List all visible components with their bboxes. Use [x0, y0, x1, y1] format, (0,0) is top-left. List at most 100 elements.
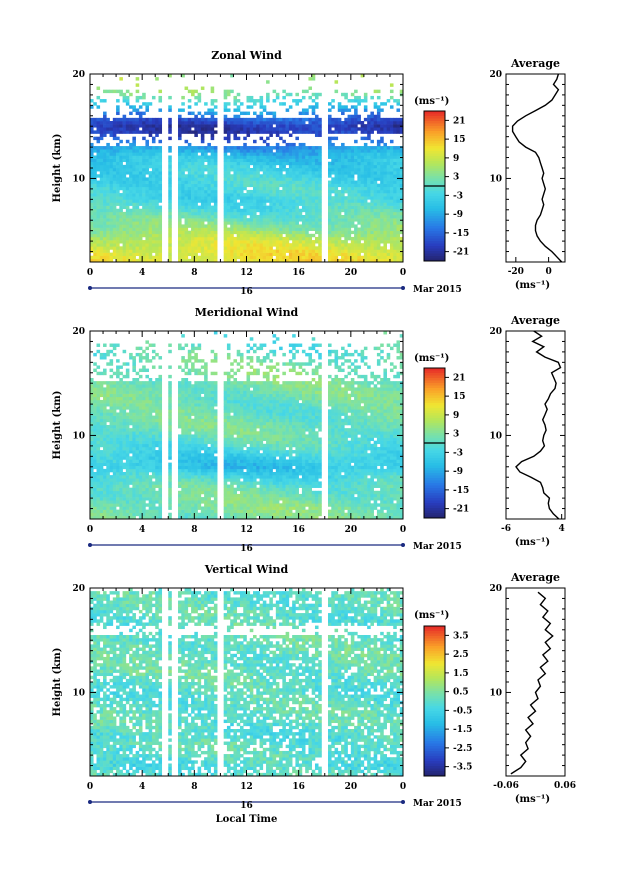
heatmap-cell [350, 252, 355, 257]
heatmap-cell [337, 149, 342, 153]
heatmap-cell [396, 149, 401, 153]
heatmap-cell [106, 425, 110, 429]
heatmap-cell [305, 258, 309, 263]
heatmap-cell [223, 124, 228, 128]
heatmap-cells [90, 74, 404, 263]
heatmap-cell [288, 127, 293, 131]
heatmap-cell [103, 478, 107, 482]
heatmap-cell [341, 155, 345, 159]
heatmap-cell [129, 465, 133, 470]
heatmap-cell [331, 121, 335, 125]
heatmap-cell [363, 189, 368, 194]
heatmap-cell [275, 221, 280, 225]
heatmap-cell [373, 121, 378, 125]
heatmap-cell [288, 199, 293, 203]
heatmap-cell [301, 161, 306, 166]
heatmap-cell [132, 224, 136, 228]
heatmap-cell [168, 124, 172, 128]
heatmap-cell [184, 183, 189, 188]
heatmap-cell [99, 215, 104, 219]
heatmap-cell [360, 183, 365, 188]
heatmap-cell [399, 255, 404, 260]
heatmap-cell [243, 180, 247, 184]
heatmap-cell [103, 440, 107, 445]
colorbar-tick-label: -3 [453, 191, 463, 201]
heatmap-cell [259, 249, 264, 253]
heatmap-cell [389, 168, 394, 172]
heatmap-cell [262, 215, 267, 219]
heatmap-cell [236, 149, 241, 153]
heatmap-cell [103, 189, 107, 194]
heatmap-cell [122, 503, 127, 507]
heatmap-cell [367, 171, 371, 175]
heatmap-cell [399, 117, 404, 122]
heatmap-cell [239, 255, 244, 260]
heatmap-cell [230, 121, 234, 125]
heatmap-cell [393, 183, 397, 188]
heatmap-cell [230, 240, 234, 244]
heatmap-cell [90, 158, 94, 163]
heatmap-cell [96, 343, 101, 347]
heatmap-cell [223, 177, 228, 181]
heatmap-cell [357, 230, 361, 235]
heatmap-cell [363, 177, 368, 181]
heatmap-cell [308, 189, 313, 194]
heatmap-cell [151, 183, 156, 188]
heatmap-cell [207, 183, 211, 188]
heatmap-cell [367, 174, 371, 178]
heatmap-cell [393, 215, 397, 219]
heatmap-cell [341, 92, 345, 97]
heatmap-cell [269, 252, 273, 257]
heatmap-cell [194, 102, 198, 106]
heatmap-cell [129, 506, 133, 510]
heatmap-cell [191, 224, 195, 228]
heatmap-cell [200, 114, 205, 119]
heatmap-cell [132, 396, 136, 401]
heatmap-cell [210, 99, 215, 103]
heatmap-cell [246, 152, 251, 156]
heatmap-cell [197, 205, 202, 210]
heatmap-cell [236, 92, 241, 97]
heatmap-cell [262, 152, 267, 156]
heatmap-cell [109, 246, 114, 250]
heatmap-cell [236, 249, 241, 253]
heatmap-cell [210, 177, 215, 181]
heatmap-cell [230, 177, 234, 181]
heatmap-cell [138, 240, 143, 244]
heatmap-cell [389, 199, 394, 203]
heatmap-cell [246, 255, 251, 260]
heatmap-cell [337, 105, 342, 109]
heatmap-cell [210, 164, 215, 169]
heatmap-cell [125, 399, 130, 404]
heatmap-cell [396, 146, 401, 150]
heatmap-cell [145, 158, 149, 163]
heatmap-cell [233, 133, 238, 137]
heatmap-cell [279, 127, 283, 131]
heatmap-cell [396, 199, 401, 203]
heatmap-cell [301, 208, 306, 213]
heatmap-cell [249, 189, 254, 194]
heatmap-cell [318, 130, 322, 134]
heatmap-cell [288, 133, 293, 137]
heatmap-cell [266, 208, 270, 213]
colorbar-segment [424, 111, 445, 114]
heatmap-cell [243, 177, 247, 181]
heatmap-cell [380, 174, 384, 178]
heatmap-cell [259, 221, 264, 225]
heatmap-cell [357, 114, 361, 119]
heatmap-cell [132, 189, 136, 194]
chart-title: Meridional Wind [195, 306, 299, 319]
heatmap-cell [119, 500, 123, 504]
heatmap-cell [328, 168, 332, 172]
heatmap-cell [376, 258, 381, 263]
heatmap-cell [311, 202, 316, 206]
average-y-tick-label: 20 [489, 70, 502, 80]
heatmap-cell [138, 352, 143, 357]
heatmap-cell [106, 196, 110, 200]
heatmap-cell [132, 406, 136, 410]
heatmap-cell [132, 497, 136, 501]
heatmap-cell [246, 174, 251, 178]
heatmap-cell [389, 117, 394, 122]
heatmap-cell [389, 95, 394, 100]
heatmap-cell [386, 196, 391, 200]
